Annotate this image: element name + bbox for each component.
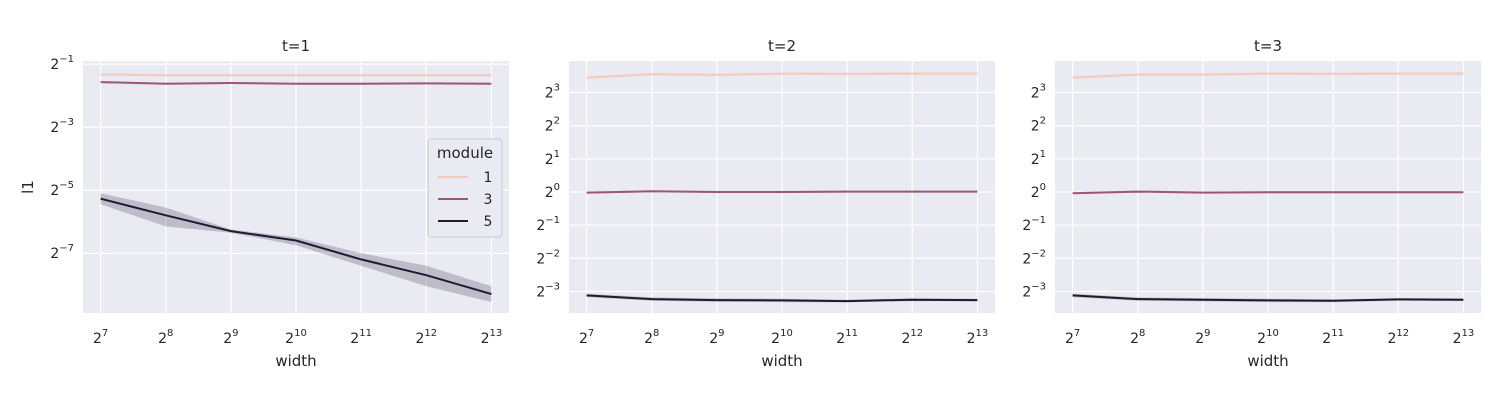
line-module-3 [586, 190, 978, 194]
y-tick-label: 2−1 [536, 215, 560, 234]
panel-1: 27 28 29 210 211 212 213 2−7 2−5 2−3 2−1 t=1 width l1… [19, 37, 509, 370]
x-tick-label: 212 [415, 328, 437, 347]
x-tick-label: 213 [481, 328, 503, 347]
x-tick-label: 27 [1065, 328, 1080, 347]
x-tick-label: 210 [1257, 328, 1279, 347]
x-tick-label: 27 [93, 328, 108, 347]
y-tick-label: 2−3 [536, 281, 560, 300]
y-tick-label: 22 [1031, 116, 1046, 135]
y-tick-label: 21 [545, 149, 560, 168]
panel-title: t=2 [768, 37, 796, 55]
panel-title: t=3 [1254, 37, 1282, 55]
x-tick-label: 211 [836, 328, 858, 347]
x-tick-label: 210 [285, 328, 307, 347]
panel-title: t=1 [282, 37, 310, 55]
line-module-3 [100, 81, 492, 85]
line-module-5 [100, 197, 492, 296]
y-tick-label: 21 [1031, 149, 1046, 168]
line-module-5 [586, 294, 978, 303]
legend-frame [427, 138, 503, 238]
x-tick-label: 211 [350, 328, 372, 347]
x-tick-label: 29 [1195, 328, 1210, 347]
line-module-5 [1072, 294, 1464, 302]
x-axis-label: width [275, 352, 316, 370]
x-tick-label: 211 [1322, 328, 1344, 347]
legend-label-module-3: 3 [484, 192, 493, 208]
y-tick-label: 2−3 [50, 117, 74, 136]
x-tick-label: 212 [1387, 328, 1409, 347]
ci-band-module-5 [100, 193, 492, 302]
y-tick-label: 2−7 [50, 243, 74, 262]
line-module-1 [586, 72, 978, 79]
y-tick-label: 2−2 [536, 248, 560, 267]
x-axis-label: width [761, 352, 802, 370]
line-module-1 [100, 73, 492, 77]
x-tick-label: 28 [1130, 328, 1145, 347]
x-tick-label: 27 [579, 328, 594, 347]
x-tick-label: 29 [709, 328, 724, 347]
y-tick-label: 20 [545, 182, 560, 201]
line-module-3 [1072, 190, 1464, 195]
panel-2: 27 28 29 210 211 212 213 2−3 2−2 2−1 20 21 22 23 t=2 wi… [536, 37, 995, 370]
y-tick-label: 2−5 [50, 180, 74, 199]
x-tick-label: 213 [967, 328, 989, 347]
y-tick-label: 2−2 [1022, 248, 1046, 267]
y-tick-label: 2−1 [50, 54, 74, 73]
y-tick-label: 23 [545, 83, 560, 102]
legend-label-module-1: 1 [484, 170, 493, 186]
y-axis-label: l1 [19, 180, 37, 194]
legend-label-module-5: 5 [484, 214, 493, 230]
x-tick-label: 212 [901, 328, 923, 347]
legend: module 1 3 5 [427, 138, 503, 238]
x-tick-label: 28 [158, 328, 173, 347]
panel-3: 27 28 29 210 211 212 213 2−3 2−2 2−1 20 21 22 23 t=3 wi… [1022, 37, 1481, 370]
y-tick-label: 2−3 [1022, 281, 1046, 300]
x-axis-label: width [1247, 352, 1288, 370]
y-tick-label: 20 [1031, 182, 1046, 201]
y-tick-label: 23 [1031, 83, 1046, 102]
y-tick-label: 22 [545, 116, 560, 135]
x-tick-label: 213 [1453, 328, 1475, 347]
x-tick-label: 28 [644, 328, 659, 347]
x-tick-label: 29 [223, 328, 238, 347]
x-tick-label: 210 [771, 328, 793, 347]
y-tick-label: 2−1 [1022, 215, 1046, 234]
legend-title: module [437, 144, 493, 162]
line-module-1 [1072, 72, 1464, 79]
